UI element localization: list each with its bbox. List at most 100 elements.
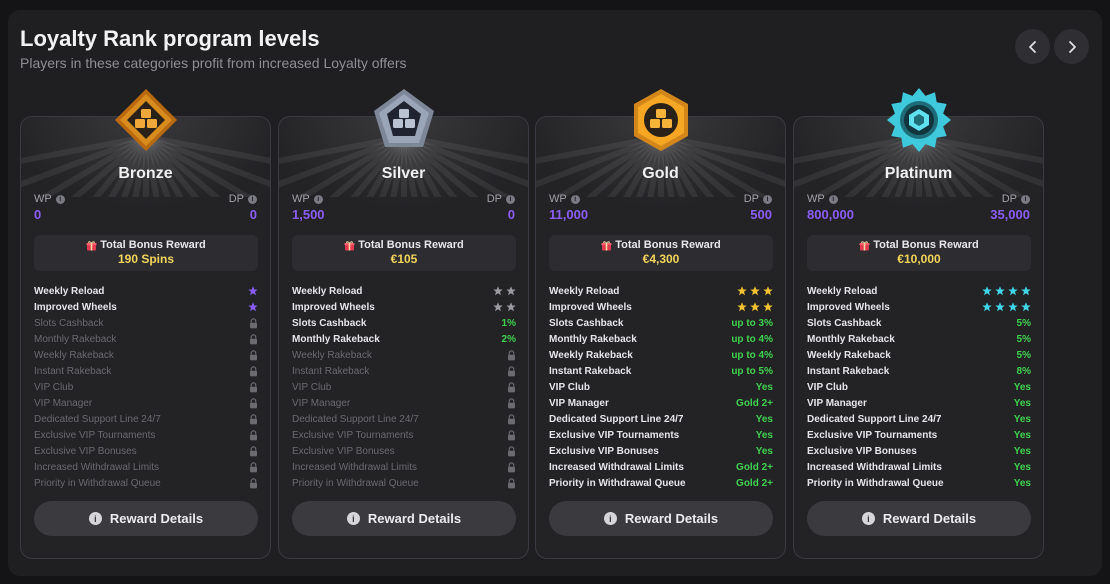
info-icon[interactable]: i — [763, 194, 772, 204]
feature-label: Increased Withdrawal Limits — [549, 461, 684, 473]
feature-label: Increased Withdrawal Limits — [292, 461, 418, 473]
info-icon[interactable]: i — [248, 194, 257, 204]
feature-value: Gold 2+ — [736, 477, 773, 489]
feature-label: Increased Withdrawal Limits — [34, 461, 160, 473]
feature-row: Weekly Rakeback 5% — [807, 347, 1031, 363]
feature-label: Instant Rakeback — [807, 365, 890, 377]
reward-details-button[interactable]: i Reward Details — [34, 501, 258, 536]
feature-row: Weekly Reload — [807, 283, 1031, 299]
total-bonus-label: Total Bonus Reward — [615, 239, 721, 251]
feature-label: Slots Cashback — [807, 317, 882, 329]
feature-label: Exclusive VIP Tournaments — [549, 429, 680, 441]
feature-label: VIP Manager — [34, 397, 93, 409]
dp-label-text: DP — [1001, 193, 1017, 205]
chevron-right-icon — [1068, 40, 1076, 53]
feature-row: Priority in Withdrawal Queue — [292, 475, 516, 491]
feature-value: 5% — [1016, 333, 1031, 345]
feature-label: Weekly Reload — [807, 285, 878, 297]
reward-details-button[interactable]: i Reward Details — [807, 501, 1031, 536]
info-icon[interactable]: i — [506, 194, 515, 204]
reward-details-label: Reward Details — [367, 511, 462, 526]
feature-value: Yes — [755, 381, 773, 393]
lock-icon — [250, 317, 257, 328]
rank-card-gold: Gold WP i DP i 11,000 500 Total Bonus Rewa… — [535, 89, 786, 559]
feature-list: Weekly Reload Improved Wheels Slots Cash… — [292, 283, 516, 491]
feature-label: Dedicated Support Line 24/7 — [549, 413, 684, 425]
info-icon[interactable]: i — [1021, 194, 1030, 204]
feature-label: Instant Rakeback — [292, 365, 370, 377]
info-icon[interactable]: i — [828, 194, 838, 204]
star-icon — [982, 302, 992, 312]
feature-row: Weekly Reload — [549, 283, 773, 299]
carousel-prev-button[interactable] — [1015, 29, 1050, 64]
feature-row: VIP Club Yes — [807, 379, 1031, 395]
info-icon[interactable]: i — [313, 194, 323, 204]
dp-label: DP i — [1002, 193, 1030, 205]
feature-row: Instant Rakeback — [292, 363, 516, 379]
feature-label: Exclusive VIP Bonuses — [292, 445, 395, 457]
feature-row: Priority in Withdrawal Queue Gold 2+ — [549, 475, 773, 491]
feature-label: VIP Club — [549, 381, 590, 393]
lock-icon — [250, 461, 257, 472]
feature-value: up to 4% — [731, 349, 773, 361]
feature-row: Weekly Reload — [292, 283, 516, 299]
wp-value: 0 — [34, 207, 42, 222]
feature-value: Yes — [1013, 461, 1031, 473]
feature-label: Weekly Reload — [292, 285, 363, 297]
star-icon — [493, 302, 503, 312]
reward-details-label: Reward Details — [624, 511, 719, 526]
info-icon[interactable]: i — [570, 194, 580, 204]
dp-label: DP i — [744, 193, 772, 205]
reward-details-button[interactable]: i Reward Details — [549, 501, 773, 536]
total-bonus-value: €105 — [390, 252, 418, 266]
reward-details-button[interactable]: i Reward Details — [292, 501, 516, 536]
rank-name: Gold — [642, 165, 679, 182]
lock-icon — [250, 413, 257, 424]
star-rating — [737, 286, 773, 296]
feature-label: VIP Manager — [807, 397, 867, 409]
total-bonus-title: Total Bonus Reward — [807, 239, 1031, 251]
feature-label: Exclusive VIP Tournaments — [34, 429, 156, 441]
feature-row: Dedicated Support Line 24/7 Yes — [549, 411, 773, 427]
total-bonus-title: Total Bonus Reward — [549, 239, 773, 251]
dp-value: 0 — [507, 207, 515, 222]
feature-label: VIP Manager — [549, 397, 609, 409]
info-icon: i — [346, 512, 360, 525]
carousel-next-button[interactable] — [1054, 29, 1089, 64]
page-subtitle: Players in these categories profit from … — [20, 55, 407, 71]
feature-label: Improved Wheels — [549, 301, 632, 313]
info-icon: i — [88, 512, 102, 525]
feature-row: Exclusive VIP Bonuses Yes — [549, 443, 773, 459]
dp-value: 500 — [750, 207, 772, 222]
total-bonus-title: Total Bonus Reward — [34, 239, 258, 251]
rank-name: Silver — [381, 165, 426, 182]
feature-label: Exclusive VIP Tournaments — [807, 429, 938, 441]
feature-row: VIP Manager Yes — [807, 395, 1031, 411]
lock-icon — [250, 397, 257, 408]
feature-row: Slots Cashback up to 3% — [549, 315, 773, 331]
feature-row: VIP Manager Gold 2+ — [549, 395, 773, 411]
feature-list: Weekly Reload Improved Wheels Slots Cash… — [34, 283, 258, 491]
feature-row: Dedicated Support Line 24/7 — [34, 411, 258, 427]
feature-row: Weekly Rakeback — [34, 347, 258, 363]
feature-label: Exclusive VIP Bonuses — [807, 445, 917, 457]
lock-icon — [508, 365, 515, 376]
feature-row: Exclusive VIP Bonuses — [34, 443, 258, 459]
info-icon[interactable]: i — [55, 194, 65, 204]
feature-value: Yes — [755, 429, 773, 441]
lock-icon — [508, 349, 515, 360]
feature-label: VIP Manager — [292, 397, 351, 409]
feature-label: Exclusive VIP Bonuses — [34, 445, 137, 457]
dp-label-text: DP — [486, 193, 502, 205]
loyalty-panel: Loyalty Rank program levels Players in t… — [8, 10, 1102, 576]
feature-row: Slots Cashback 1% — [292, 315, 516, 331]
feature-label: Exclusive VIP Bonuses — [549, 445, 659, 457]
feature-label: Instant Rakeback — [34, 365, 112, 377]
page-title: Loyalty Rank program levels — [20, 26, 320, 51]
lock-icon — [508, 413, 515, 424]
feature-value: Yes — [755, 413, 773, 425]
star-icon — [1021, 302, 1031, 312]
lock-icon — [508, 461, 515, 472]
feature-row: Dedicated Support Line 24/7 — [292, 411, 516, 427]
feature-row: Increased Withdrawal Limits — [292, 459, 516, 475]
